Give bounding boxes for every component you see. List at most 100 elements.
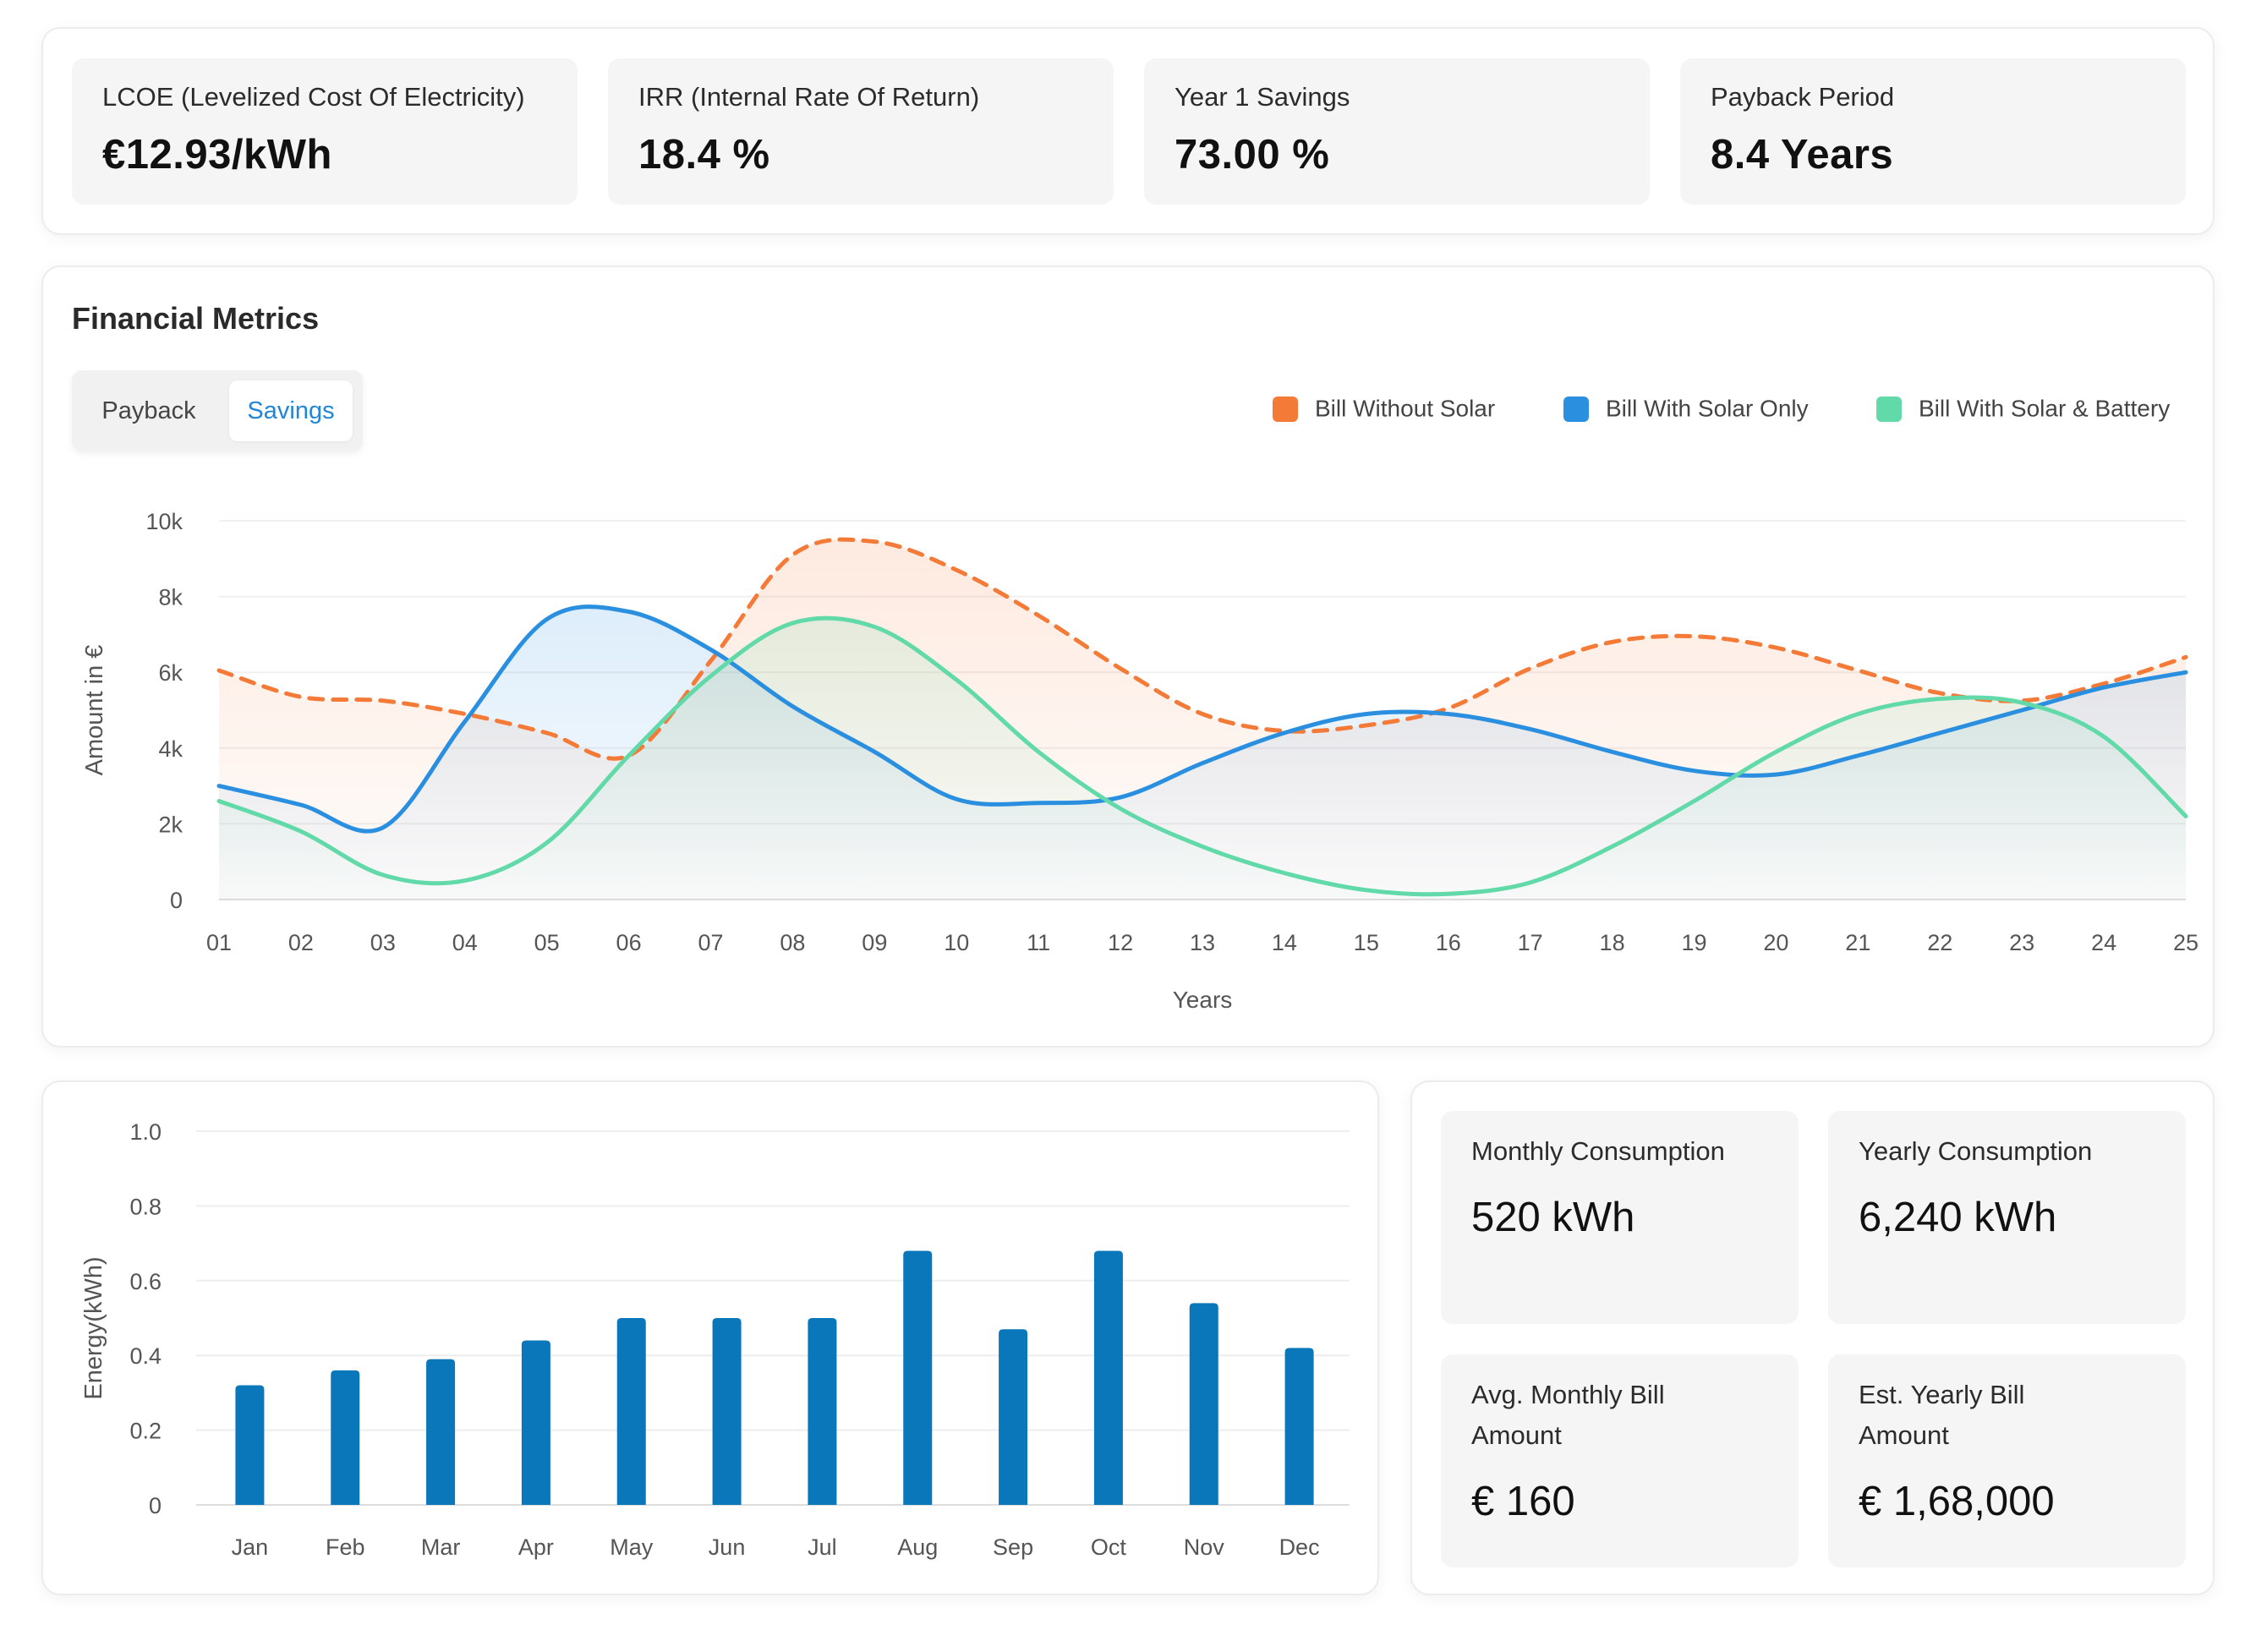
y-tick-label: 0 <box>170 888 183 913</box>
kpi-value: 73.00 % <box>1175 132 1330 178</box>
stat-yearly-bill: Est. Yearly Bill Amount € 1,68,000 <box>1828 1354 2186 1567</box>
savings-line-chart: 0 2k 4k 6k 8k 10k 01 02 03 04 05 06 07 08 09 10 11 12 13 14… <box>81 509 2199 1013</box>
kpi-label: Year 1 Savings <box>1175 82 1350 112</box>
x-tick-label: Oct <box>1091 1534 1127 1560</box>
stat-value: € 160 <box>1471 1479 1575 1524</box>
x-tick-label: 14 <box>1272 930 1297 955</box>
bar <box>712 1318 742 1505</box>
bar <box>1093 1250 1123 1505</box>
kpi-value: 8.4 Years <box>1711 132 1894 178</box>
x-tick-label: 15 <box>1354 930 1379 955</box>
stat-label: Yearly Consumption <box>1859 1136 2093 1166</box>
x-tick-label: 17 <box>1518 930 1543 955</box>
bar <box>808 1318 837 1505</box>
legend-label: Bill With Solar Only <box>1606 395 1809 422</box>
y-tick-label: 4k <box>158 736 183 762</box>
financial-metrics-card: Financial Metrics Payback Savings Bill W… <box>41 265 2215 1048</box>
series-area <box>219 618 2186 900</box>
y-tick-label: 0.4 <box>129 1343 162 1369</box>
y-tick-label: 0.8 <box>129 1194 162 1219</box>
bar <box>999 1329 1028 1505</box>
legend-label: Bill With Solar & Battery <box>1919 395 2171 422</box>
x-tick-label: Sep <box>993 1534 1033 1560</box>
x-tick-label: 13 <box>1190 930 1215 955</box>
energy-bar-chart: 0 0.2 0.4 0.6 0.8 1.0 Energy(kWh) Jan Feb Mar Apr M… <box>80 1119 1350 1560</box>
legend-item-without-solar[interactable]: Bill Without Solar <box>1273 394 1495 428</box>
x-tick-label: 22 <box>1927 930 1952 955</box>
legend-swatch <box>1273 396 1298 422</box>
tab-savings[interactable]: Savings <box>229 380 353 441</box>
legend-item-solar-only[interactable]: Bill With Solar Only <box>1563 394 1809 428</box>
x-tick-label: 04 <box>452 930 478 955</box>
kpi-value: 18.4 % <box>638 132 770 178</box>
x-tick-label: 20 <box>1763 930 1788 955</box>
x-tick-label: Jul <box>808 1534 837 1560</box>
x-tick-label: Jan <box>232 1534 269 1560</box>
x-tick-label: Feb <box>326 1534 365 1560</box>
kpi-irr: IRR (Internal Rate Of Return) 18.4 % <box>608 58 1114 205</box>
section-title: Financial Metrics <box>72 301 320 336</box>
x-tick-label: 10 <box>944 930 969 955</box>
kpi-payback-period: Payback Period 8.4 Years <box>1680 58 2186 205</box>
x-tick-label: 03 <box>370 930 396 955</box>
stat-label: Est. Yearly Bill Amount <box>1859 1380 2025 1450</box>
y-tick-label: 2k <box>158 812 183 837</box>
legend-swatch <box>1876 396 1902 422</box>
x-tick-label: 16 <box>1436 930 1461 955</box>
legend-swatch <box>1563 396 1589 422</box>
x-tick-label: 25 <box>2173 930 2199 955</box>
x-tick-label: May <box>610 1534 654 1560</box>
x-tick-label: Aug <box>897 1534 938 1560</box>
series-line <box>216 604 2188 834</box>
consumption-card: 0 0.2 0.4 0.6 0.8 1.0 Energy(kWh) Jan Feb Mar Apr M… <box>41 1080 1379 1595</box>
kpi-label: LCOE (Levelized Cost Of Electricity) <box>102 82 525 112</box>
kpi-label: IRR (Internal Rate Of Return) <box>638 82 980 112</box>
stat-value: 520 kWh <box>1471 1195 1635 1240</box>
stat-value: 6,240 kWh <box>1859 1195 2057 1240</box>
x-tick-label: 06 <box>616 930 642 955</box>
x-tick-label: Apr <box>518 1534 554 1560</box>
stat-yearly-consumption: Yearly Consumption 6,240 kWh <box>1828 1111 2186 1324</box>
bar <box>331 1370 360 1505</box>
bar <box>521 1340 550 1505</box>
tab-payback[interactable]: Payback <box>101 397 196 424</box>
y-tick-label: 8k <box>158 585 183 610</box>
x-tick-label: 19 <box>1681 930 1706 955</box>
y-tick-label: 10k <box>145 509 183 534</box>
stat-avg-monthly-bill: Avg. Monthly Bill Amount € 160 <box>1441 1354 1799 1567</box>
x-tick-label: 23 <box>2009 930 2034 955</box>
stat-monthly-consumption: Monthly Consumption 520 kWh <box>1441 1111 1799 1324</box>
series-line <box>216 615 2188 897</box>
y-axis-label: Energy(kWh) <box>80 1256 107 1399</box>
y-tick-label: 0.2 <box>129 1419 162 1444</box>
stat-label: Avg. Monthly Bill Amount <box>1471 1380 1665 1450</box>
consumption-stats-card: Monthly Consumption 520 kWh Yearly Consu… <box>1410 1080 2215 1595</box>
series-line <box>216 537 2188 761</box>
y-tick-label: 1.0 <box>129 1119 162 1145</box>
stat-label: Monthly Consumption <box>1471 1136 1725 1166</box>
x-tick-label: 11 <box>1027 930 1050 955</box>
legend-item-solar-battery[interactable]: Bill With Solar & Battery <box>1876 394 2170 428</box>
x-tick-label: Jun <box>709 1534 746 1560</box>
stat-value: € 1,68,000 <box>1859 1479 2055 1524</box>
x-tick-label: 02 <box>288 930 314 955</box>
y-axis-label: Amount in € <box>81 645 108 776</box>
kpi-label: Payback Period <box>1711 82 1895 112</box>
bar <box>1189 1303 1218 1505</box>
x-tick-label: 07 <box>698 930 723 955</box>
x-tick-label: 18 <box>1600 930 1625 955</box>
x-tick-label: 08 <box>780 930 805 955</box>
x-tick-label: Dec <box>1279 1534 1320 1560</box>
y-tick-label: 6k <box>158 660 183 686</box>
view-toggle: Payback Savings <box>72 370 363 451</box>
x-tick-label: 05 <box>534 930 560 955</box>
bar <box>426 1359 456 1505</box>
kpi-card: LCOE (Levelized Cost Of Electricity) €12… <box>41 27 2215 235</box>
x-tick-label: 12 <box>1108 930 1133 955</box>
legend-label: Bill Without Solar <box>1315 395 1496 422</box>
bar <box>903 1250 933 1505</box>
y-tick-label: 0.6 <box>129 1269 162 1294</box>
bar <box>1284 1348 1314 1505</box>
x-tick-label: 01 <box>206 930 232 955</box>
x-axis-label: Years <box>1173 987 1233 1013</box>
